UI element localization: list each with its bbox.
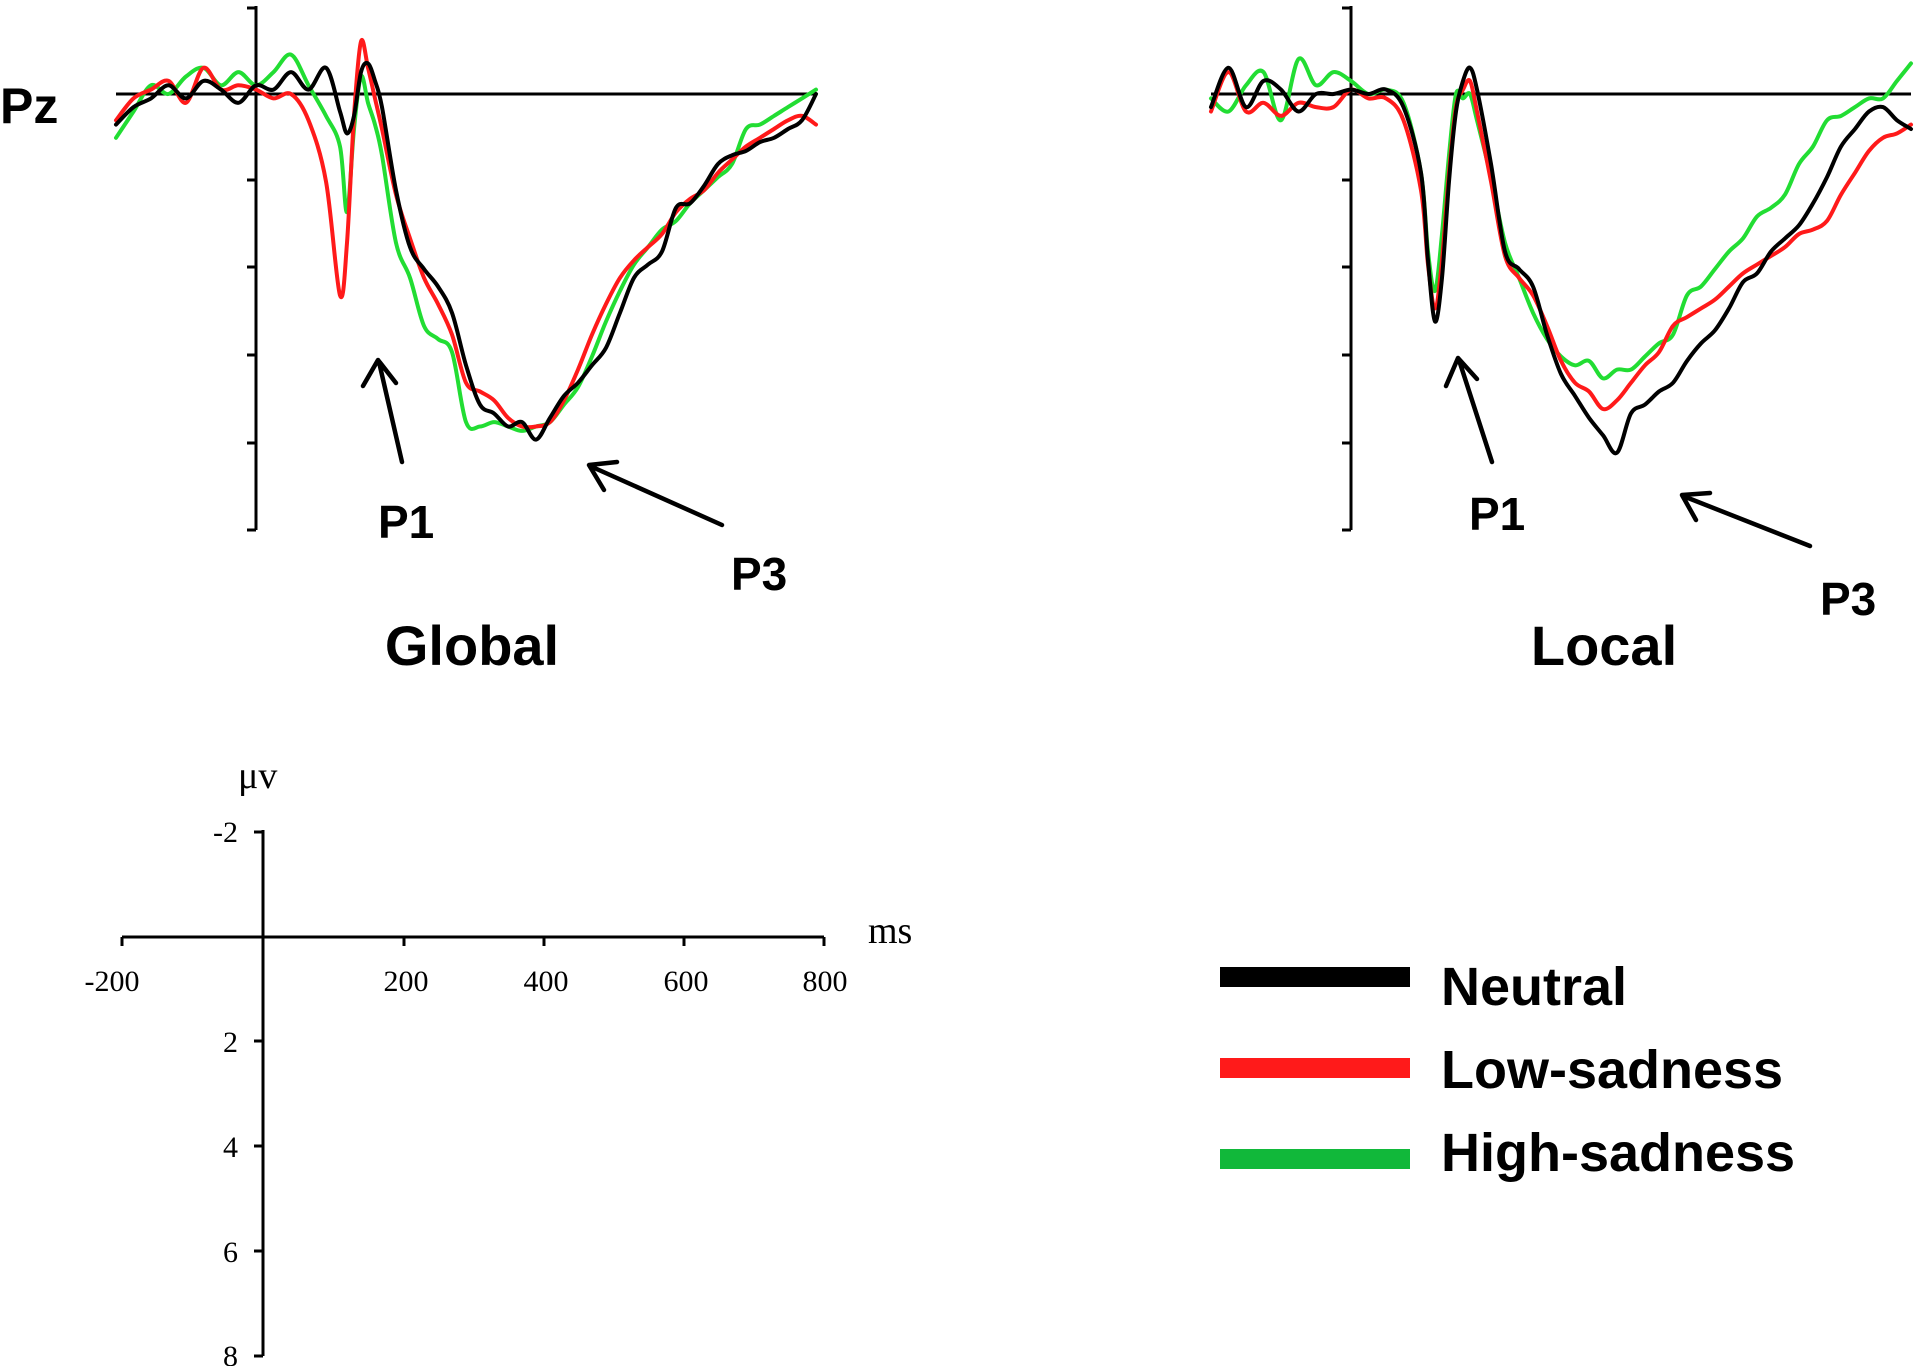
- y-tick-label: 8: [223, 1340, 238, 1366]
- electrode-label: Pz: [0, 78, 58, 134]
- global-p1-label: P1: [378, 496, 434, 548]
- y-tick-label: 6: [223, 1236, 238, 1269]
- local-title: Local: [1531, 614, 1677, 677]
- y-tick-label: 2: [223, 1026, 238, 1059]
- global-title: Global: [385, 614, 559, 677]
- global-trace-high-sadness: [114, 52, 818, 433]
- y-tick-label: 4: [223, 1131, 238, 1164]
- panel-local: P1 P3 Local: [1209, 6, 1913, 677]
- legend-label-high-sadness: High-sadness: [1441, 1123, 1795, 1183]
- panel-global: P1 P3 Global: [114, 6, 818, 677]
- global-p3-arrow: [586, 459, 725, 528]
- y-unit-label: μv: [238, 755, 277, 797]
- x-tick-label: 800: [803, 965, 848, 998]
- y-tick-label: -2: [213, 816, 238, 849]
- x-tick-label: 600: [664, 965, 709, 998]
- x-unit-label: ms: [868, 910, 912, 952]
- local-p1-arrow: [1443, 355, 1495, 465]
- x-tick-label: 200: [384, 965, 429, 998]
- legend: Neutral Low-sadness High-sadness: [1220, 957, 1795, 1183]
- local-trace-neutral: [1209, 65, 1913, 456]
- local-p3-arrow: [1679, 490, 1813, 549]
- global-p3-label: P3: [731, 548, 787, 600]
- legend-label-neutral: Neutral: [1441, 957, 1627, 1017]
- local-traces: [1209, 56, 1913, 456]
- global-p1-arrow: [360, 357, 405, 465]
- legend-label-low-sadness: Low-sadness: [1441, 1040, 1783, 1100]
- local-trace-low-sadness: [1209, 70, 1913, 412]
- local-p1-label: P1: [1469, 488, 1525, 540]
- x-tick-label: -200: [85, 965, 140, 998]
- global-trace-neutral: [114, 60, 818, 442]
- x-tick-label: 400: [524, 965, 569, 998]
- scale-bar: μv ms -200 200 400 600 800 -2 2 4 6 8: [85, 755, 913, 1366]
- local-p3-label: P3: [1820, 573, 1876, 625]
- global-traces: [114, 37, 818, 442]
